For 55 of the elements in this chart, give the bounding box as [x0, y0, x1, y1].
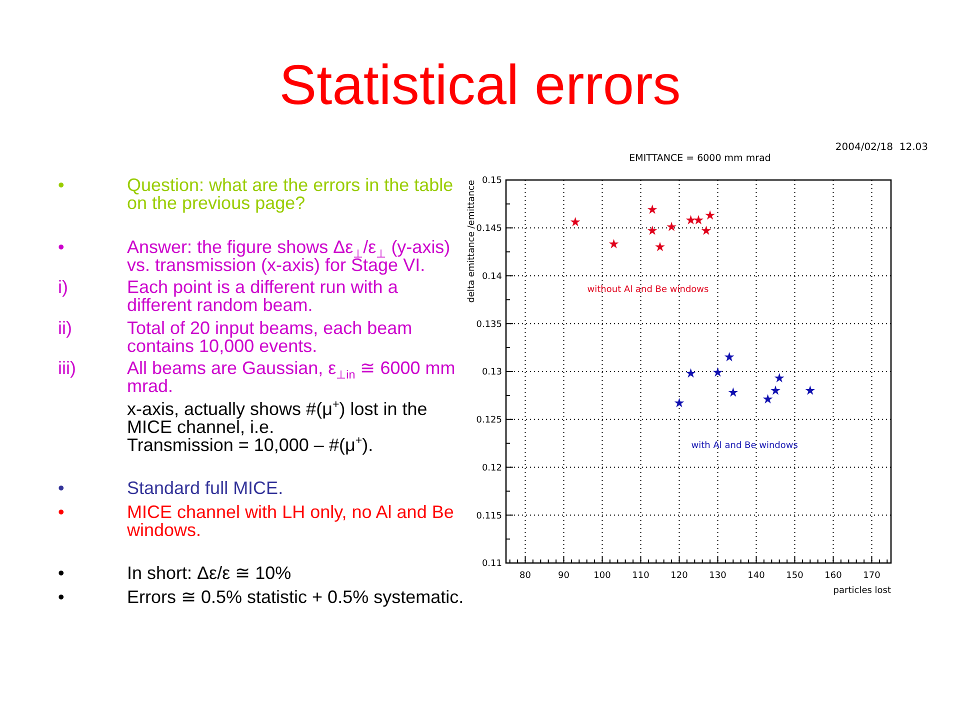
text: • MICE channel with LH only, no Al and Be windows. [58, 502, 454, 540]
x-tick-label: 150 [786, 571, 804, 581]
point [674, 398, 684, 408]
x-tick-label: 90 [558, 571, 570, 581]
text: i) Each point is a different run with a different random beam. [58, 277, 398, 315]
point [570, 216, 580, 226]
point [805, 385, 816, 395]
x-tick-label: 130 [709, 571, 727, 581]
text: • Question: what are the errors in the table on the previous page? [58, 175, 454, 213]
y-tick-label: 0.115 [476, 511, 502, 522]
x-tick-label: 100 [594, 571, 612, 581]
y-tick-label: 0.12 [482, 463, 502, 474]
point [701, 226, 712, 235]
text: • Errors ≅ 0.5% statistic + 0.5% systematic. [58, 587, 464, 607]
text: • Standard full MICE. [58, 478, 284, 498]
x-tick-label: 80 [520, 571, 532, 581]
point [666, 222, 676, 232]
text: 2004/02/18 12.03 [835, 142, 928, 153]
point [762, 394, 773, 404]
y-tick-label: 0.14 [482, 272, 502, 282]
x-tick-label: 140 [748, 571, 766, 581]
x-tick-label: 110 [632, 571, 650, 581]
point [724, 352, 734, 362]
x-tick-label: 160 [824, 571, 842, 581]
point [774, 373, 784, 382]
y-tick-label: 0.13 [482, 368, 502, 378]
point [705, 210, 715, 220]
y-tick-label: 0.135 [476, 320, 502, 330]
chart-title: Statistical errors [278, 52, 682, 118]
point [647, 226, 658, 235]
text: ii) Total of 20 input beams, each beam contains 10,000 events. [58, 318, 412, 356]
x-tick-label: 170 [863, 571, 881, 581]
y-tick-label: 0.125 [476, 416, 502, 426]
point [655, 242, 665, 252]
point [694, 215, 704, 224]
chart-subtitle: EMITTANCE = 6000 mm mrad [629, 153, 771, 164]
y-axis-title: delta emittance /emittance [467, 180, 477, 303]
point [686, 368, 696, 378]
text: iii) All beams are Gaussian, ε$_{⊥in}$ ≅ 6000 mm mrad. [58, 358, 456, 396]
point [686, 215, 696, 224]
text: without Al and Be windows [587, 285, 710, 296]
point [647, 204, 658, 214]
point [712, 367, 723, 377]
text: x-axis, actually shows #(μ$^{+}$) lost in the MICE channel, i.e. Transmission = 10,000 – #(μ$^{+}$). [127, 398, 428, 455]
x-axis-title: particles lost [833, 586, 892, 596]
y-tick-label: 0.145 [476, 224, 502, 234]
x-tick-label: 120 [670, 571, 688, 581]
point [608, 238, 619, 248]
y-tick-label: 0.11 [482, 559, 502, 570]
text: with Al and Be windows [691, 441, 798, 452]
point [770, 385, 780, 395]
y-tick-label: 0.15 [482, 176, 502, 186]
point [728, 387, 738, 397]
text: • In short: Δε/ε ≅ 10% [58, 563, 292, 583]
text: • Answer: the figure shows Δε$_{⊥}$/ε$_{⊥}$ (y-axis) vs. transmission (x-axis) for Stage VI. [58, 237, 450, 275]
